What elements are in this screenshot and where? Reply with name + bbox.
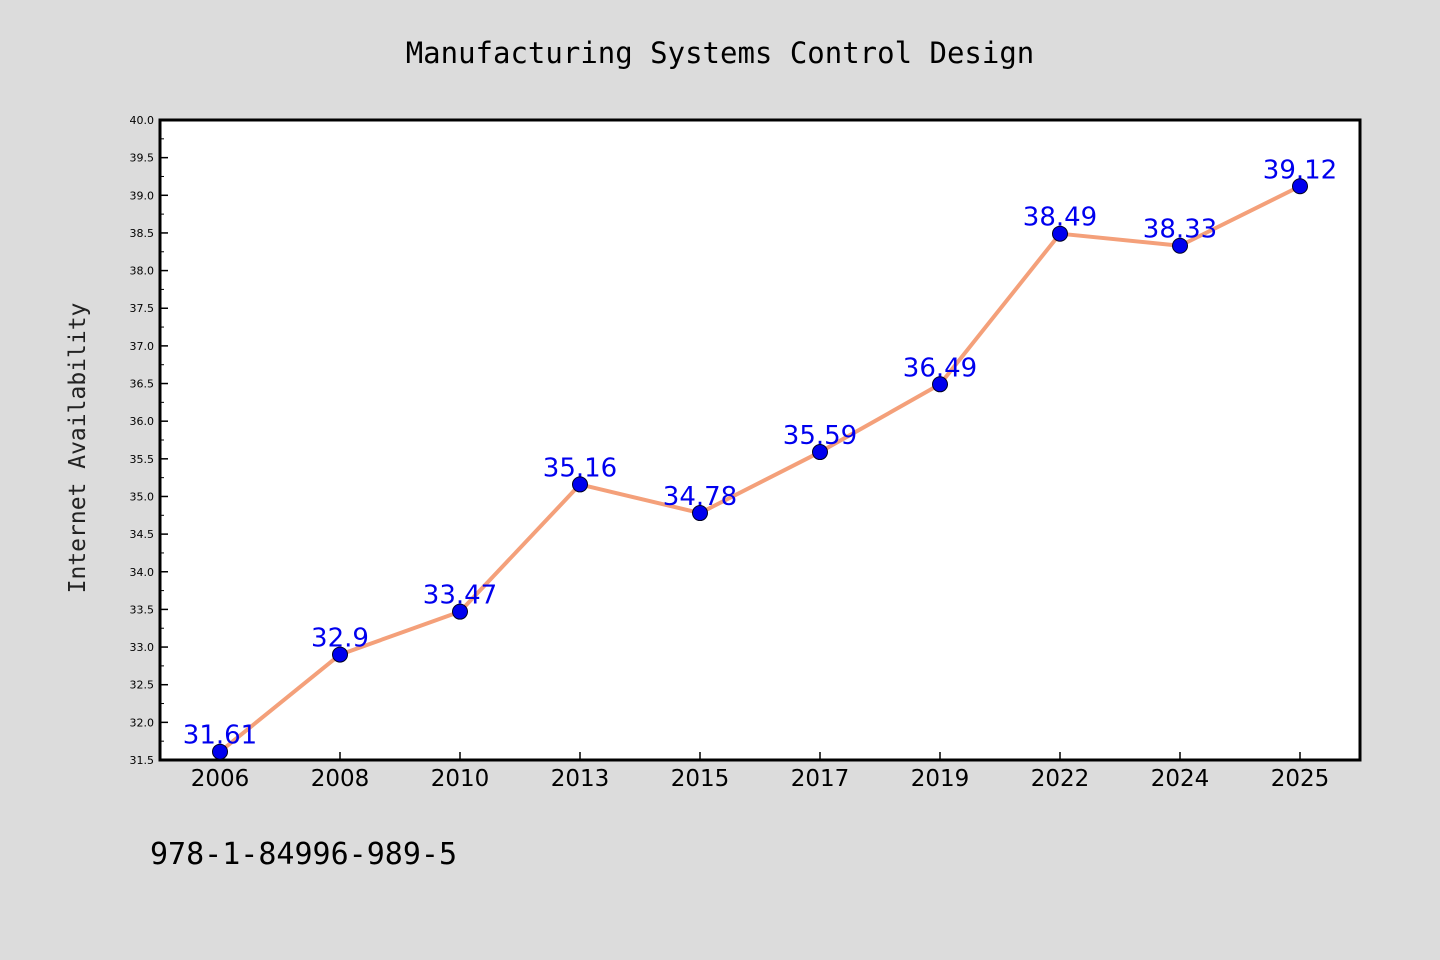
data-label: 33.47 — [423, 581, 497, 611]
data-point — [932, 376, 948, 393]
y-tick-label: 39.0 — [130, 189, 155, 202]
data-point — [572, 476, 588, 493]
data-label: 32.9 — [311, 624, 369, 654]
x-tick-label: 2010 — [431, 766, 490, 792]
y-tick-label: 36.5 — [130, 378, 155, 391]
y-tick-label: 31.5 — [130, 754, 155, 767]
series-layer: 31.61 32.9 33.47 35.16 34.78 35.59 36.49 38.49 3… — [183, 155, 1337, 760]
chart-title: Manufacturing Systems Control Design — [406, 36, 1035, 70]
y-tick-label: 34.5 — [130, 528, 155, 541]
data-point — [212, 743, 228, 760]
series-line — [218, 184, 1301, 754]
data-point — [692, 505, 708, 522]
x-tick-label: 2025 — [1271, 766, 1330, 792]
data-point — [1292, 178, 1308, 195]
data-point — [452, 603, 468, 620]
data-label: 39.12 — [1263, 155, 1337, 185]
x-tick-label: 2017 — [791, 766, 850, 792]
data-label: 38.49 — [1023, 203, 1097, 233]
y-tick-label: 35.5 — [130, 453, 155, 466]
x-tick-label: 2024 — [1151, 766, 1210, 792]
plot-area — [158, 118, 1362, 762]
y-tick-label: 37.0 — [130, 340, 155, 353]
y-tick-label: 32.0 — [130, 716, 155, 729]
y-tick-label: 32.5 — [130, 679, 155, 692]
data-point — [332, 646, 348, 663]
y-tick-label: 38.0 — [130, 265, 155, 278]
x-axis: 2006 2008 2010 2013 2015 2017 2019 2022 2024 2025 — [191, 752, 1330, 792]
isbn-footnote: 978-1-84996-989-5 — [150, 837, 457, 872]
x-tick-label: 2019 — [911, 766, 970, 792]
y-axis-label: Internet Availability — [65, 303, 91, 594]
data-point — [1052, 225, 1068, 242]
y-tick-label: 33.0 — [130, 641, 155, 654]
data-label: 35.59 — [783, 421, 857, 451]
data-label: 34.78 — [663, 482, 737, 512]
y-tick-label: 34.0 — [130, 566, 155, 579]
data-point — [1172, 237, 1188, 254]
y-tick-label: 35.0 — [130, 490, 155, 503]
x-tick-label: 2022 — [1031, 766, 1090, 792]
data-label: 31.61 — [183, 721, 257, 751]
data-label: 35.16 — [543, 453, 617, 483]
y-tick-label: 33.5 — [130, 603, 155, 616]
y-tick-label: 37.5 — [130, 302, 155, 315]
y-tick-label: 38.5 — [130, 227, 155, 240]
data-label: 38.33 — [1143, 215, 1217, 245]
x-tick-label: 2006 — [191, 766, 250, 792]
data-point — [812, 444, 828, 461]
y-tick-label: 36.0 — [130, 415, 155, 428]
data-label: 36.49 — [903, 353, 977, 383]
y-tick-label: 40.0 — [130, 114, 155, 127]
y-tick-label: 39.5 — [130, 152, 155, 165]
x-tick-label: 2015 — [671, 766, 730, 792]
y-axis: 31.5 32.0 32.5 33.0 33.5 34.0 34.5 35.0 35.5 36.0… — [130, 114, 168, 767]
x-tick-label: 2008 — [311, 766, 370, 792]
x-tick-label: 2013 — [551, 766, 610, 792]
